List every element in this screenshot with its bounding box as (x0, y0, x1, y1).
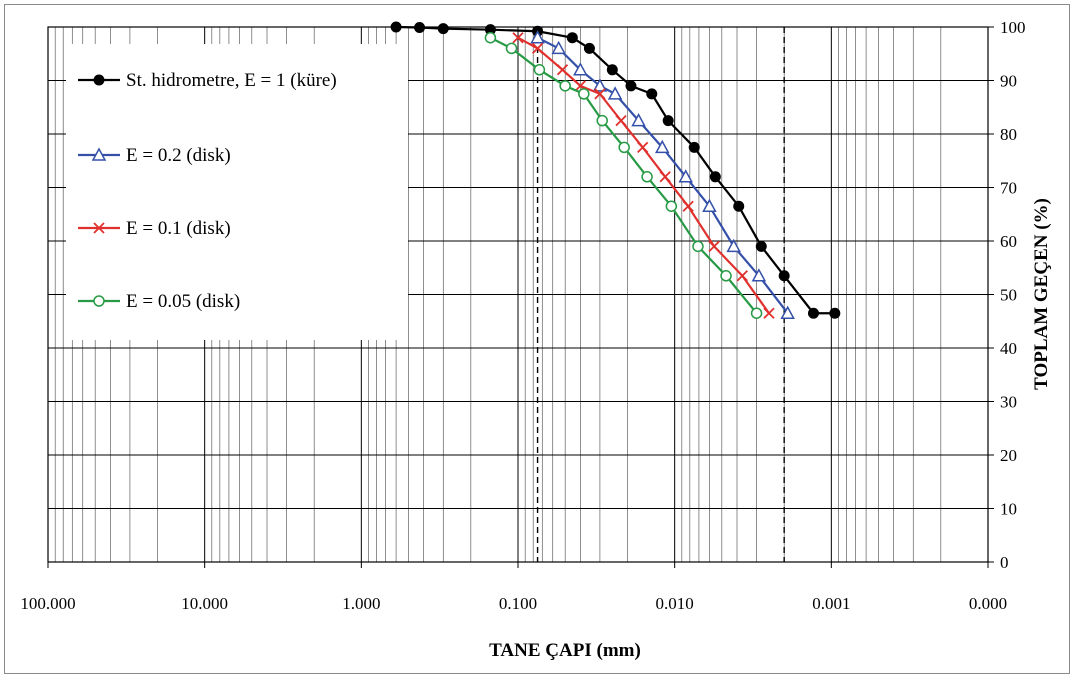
data-point (559, 80, 571, 92)
x-tick-label: 0.100 (499, 594, 537, 613)
data-point (625, 80, 637, 92)
data-point (662, 115, 674, 127)
data-point (592, 78, 608, 92)
data-point (778, 270, 790, 282)
series-line (489, 36, 758, 314)
data-point (665, 200, 678, 212)
data-point (736, 270, 748, 282)
data-point (646, 88, 658, 100)
data-point (583, 42, 595, 54)
y-tick-label: 90 (1000, 72, 1017, 91)
data-point (551, 40, 566, 55)
data-series (390, 21, 841, 319)
data-point (566, 32, 578, 44)
data-point (659, 171, 671, 183)
data-point (708, 240, 720, 252)
x-tick-label: 0.001 (812, 594, 850, 613)
data-point (93, 295, 105, 307)
data-point (556, 64, 569, 76)
data-point (531, 42, 544, 55)
data-point (709, 171, 721, 183)
series (390, 21, 841, 319)
data-point (654, 139, 670, 154)
data-point (641, 171, 653, 183)
data-point (702, 198, 717, 212)
x-axis-ticks: 100.000 10.000 1.000 0.100 0.010 0.001 0.000 (20, 562, 1007, 613)
legend-entry-label: St. hidrometre, E = 1 (küre) (126, 70, 337, 91)
x-tick-label: 10.000 (181, 594, 228, 613)
x-axis-title: TANE ÇAPI (mm) (489, 640, 641, 661)
data-point (755, 240, 767, 252)
x-tick-label: 0.010 (656, 594, 694, 613)
y-tick-label: 100 (1000, 18, 1026, 37)
data-point (726, 238, 741, 253)
data-point (93, 222, 105, 234)
data-point (682, 200, 694, 212)
legend-entry-label: E = 0.05 (disk) (126, 291, 240, 312)
data-point (720, 270, 732, 282)
data-point (437, 23, 449, 35)
y-tick-label: 80 (1000, 125, 1017, 144)
y-tick-label: 30 (1000, 393, 1017, 412)
series (484, 31, 763, 319)
data-point (594, 88, 606, 100)
legend: St. hidrometre, E = 1 (küre) E = 0.2 (dis… (66, 44, 408, 340)
y-tick-label: 0 (1000, 553, 1009, 572)
data-point (512, 32, 524, 44)
data-point (615, 114, 627, 127)
data-point (733, 200, 745, 212)
y-tick-label: 40 (1000, 339, 1017, 358)
data-point (829, 307, 841, 319)
data-point (807, 307, 819, 319)
series-line (396, 25, 835, 315)
x-tick-label: 100.000 (20, 594, 75, 613)
data-point (688, 141, 700, 153)
data-point (637, 141, 649, 154)
data-point (533, 64, 546, 76)
data-point (484, 31, 497, 44)
data-point (751, 268, 767, 282)
data-point (93, 74, 105, 86)
series (530, 30, 795, 319)
y-axis-title: TOPLAM GEÇEN (%) (1031, 198, 1052, 390)
data-point (763, 307, 775, 319)
y-tick-label: 60 (1000, 232, 1017, 251)
data-point (505, 42, 518, 55)
y-tick-label: 20 (1000, 446, 1017, 465)
x-tick-label: 1.000 (342, 594, 380, 613)
data-point (573, 62, 588, 76)
data-point (692, 240, 704, 253)
data-point (618, 141, 630, 154)
data-point (414, 22, 426, 34)
legend-entry-label: E = 0.1 (disk) (126, 218, 231, 239)
data-point (596, 114, 608, 127)
y-tick-label: 70 (1000, 179, 1017, 198)
reference-lines (536, 27, 785, 562)
data-point (91, 147, 107, 161)
major-grid (47, 27, 989, 562)
data-point (530, 30, 545, 44)
data-point (631, 113, 646, 127)
data-point (780, 305, 795, 319)
y-tick-label: 50 (1000, 286, 1017, 305)
data-point (607, 86, 623, 100)
x-tick-label: 0.000 (969, 594, 1007, 613)
legend-box (66, 44, 408, 340)
data-point (678, 169, 693, 183)
data-point (606, 64, 618, 76)
series (512, 32, 775, 319)
y-axis-ticks: 0 10 20 30 40 50 60 70 80 90 100 (988, 18, 1026, 572)
legend-entry-label: E = 0.2 (disk) (126, 145, 231, 166)
data-point (578, 88, 590, 100)
y-tick-label: 10 (1000, 500, 1017, 519)
data-point (750, 307, 763, 319)
data-point (390, 21, 402, 33)
